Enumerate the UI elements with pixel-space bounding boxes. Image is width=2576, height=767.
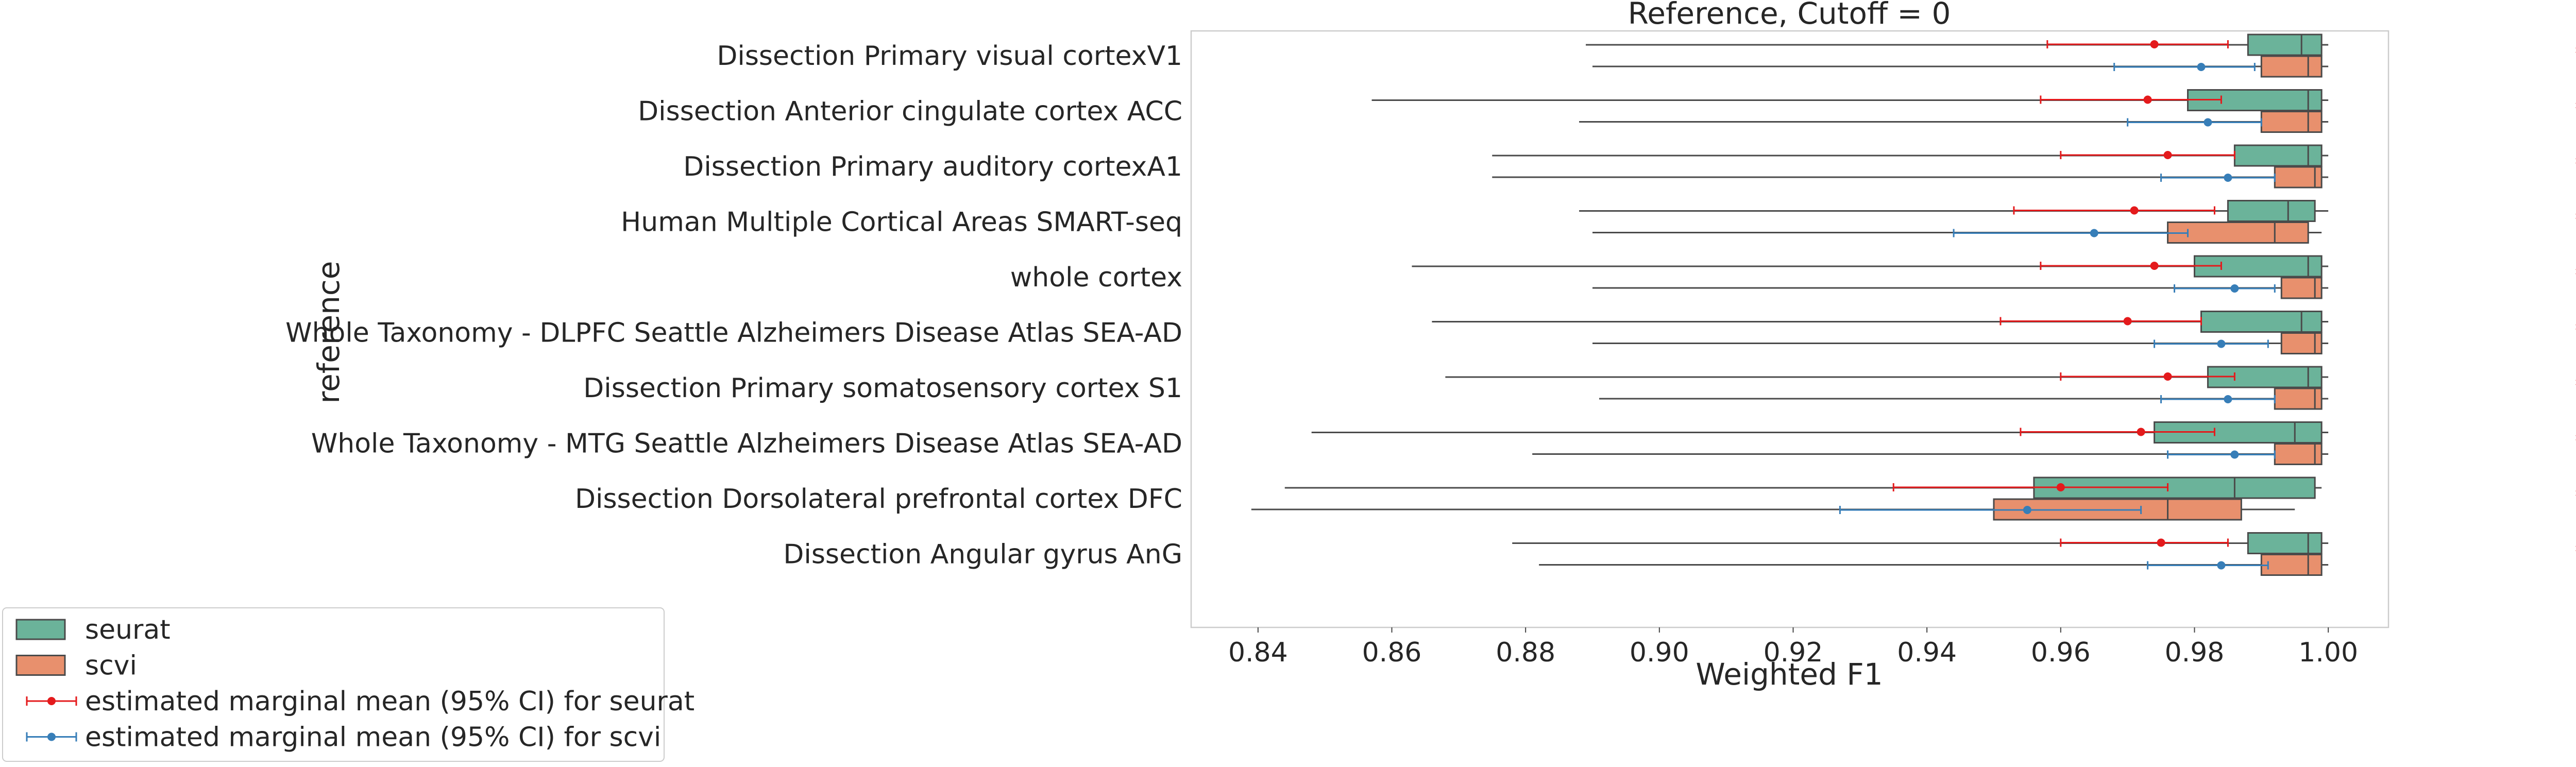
box-seurat [2247,33,2323,56]
legend-swatch [15,655,66,676]
y-tick-label: Dissection Primary somatosensory cortex … [583,373,1182,404]
emm-point [2123,317,2132,326]
x-tick-label: 0.84 [1228,637,1288,668]
legend-label: estimated marginal mean (95% CI) for seu… [85,686,694,717]
x-tick-label: 0.92 [1764,637,1823,668]
significance-marker: * [2575,541,2576,565]
emm-point [2230,450,2239,459]
significance-marker: * [2575,98,2576,122]
y-tick-label: Dissection Primary visual cortexV1 [717,41,1182,72]
emm-point [2130,206,2139,215]
legend-swatch [15,619,66,640]
emm-point [2163,372,2172,381]
legend-label: scvi [85,651,137,681]
significance-marker: * [2575,485,2576,509]
box-seurat [2247,532,2323,554]
emm-point [2056,483,2065,491]
emm-point [2143,95,2152,104]
box-scvi [2274,443,2323,465]
significance-marker: * [2575,374,2576,398]
x-tick-label: 0.96 [2031,637,2091,668]
y-tick-label: Human Multiple Cortical Areas SMART-seq [621,207,1182,238]
legend: seurat scvi estimated marginal mean (95% C… [2,607,694,762]
emm-point [2224,395,2232,403]
box-seurat [2227,200,2316,222]
box-scvi [2167,221,2309,244]
legend-point [47,697,56,705]
significance-marker: * [2575,430,2576,454]
x-tick-label: 0.90 [1630,637,1689,668]
x-tick-label: 0.88 [1496,637,1555,668]
emm-point [2163,151,2172,159]
x-tick-label: 0.94 [1897,637,1957,668]
y-tick-label: Dissection Angular gyrus AnG [783,539,1182,570]
y-tick-label: whole cortex [1010,262,1182,293]
emm-point [2157,538,2165,547]
significance-marker: * [2575,42,2576,66]
y-axis-label: reference [311,261,346,404]
significance-marker: * [2575,264,2576,287]
emm-point [2197,63,2206,71]
box-scvi [2260,111,2323,133]
y-tick-label: Dissection Primary auditory cortexA1 [683,151,1182,182]
emm-point [2230,284,2239,293]
significance-marker: * [2575,319,2576,343]
legend-frame [2,607,665,762]
box-seurat [2033,476,2316,499]
box-scvi [2274,166,2323,189]
y-tick-label: Whole Taxonomy - MTG Seattle Alzheimers … [311,429,1182,459]
x-tick-label: 1.00 [2298,637,2358,668]
emm-point [2150,40,2159,48]
x-axis-label: Weighted F1 [1696,657,1883,692]
emm-point [2150,262,2159,270]
emm-point [2090,229,2098,237]
box-scvi [2260,554,2323,576]
emm-point [2023,506,2031,514]
plot-frame [1190,30,2389,628]
y-tick-label: Dissection Anterior cingulate cortex ACC [638,96,1182,127]
x-tick-label: 0.98 [2165,637,2225,668]
significance-marker: * [2575,209,2576,232]
legend-label: estimated marginal mean (95% CI) for scv… [85,722,661,753]
plot-area: 0.84 0.86 0.88 0.90 0.92 0.94 0.96 0.98 1.00 Diss… [285,30,2576,668]
emm-point [2137,428,2145,436]
emm-point [2224,174,2232,182]
legend-label: seurat [85,615,171,645]
legend-point [47,732,56,741]
box-seurat [2200,311,2323,333]
box-scvi [2260,55,2323,78]
chart-title: Reference, Cutoff = 0 [1628,0,1951,31]
emm-point [2217,561,2226,570]
emm-point [2204,118,2212,127]
significance-marker: * [2575,153,2576,177]
box-scvi [2274,387,2323,410]
y-tick-label: Dissection Dorsolateral prefrontal corte… [575,484,1182,515]
x-tick-label: 0.86 [1362,637,1422,668]
y-tick-label: Whole Taxonomy - DLPFC Seattle Alzheimer… [285,318,1182,349]
emm-point [2217,339,2226,348]
